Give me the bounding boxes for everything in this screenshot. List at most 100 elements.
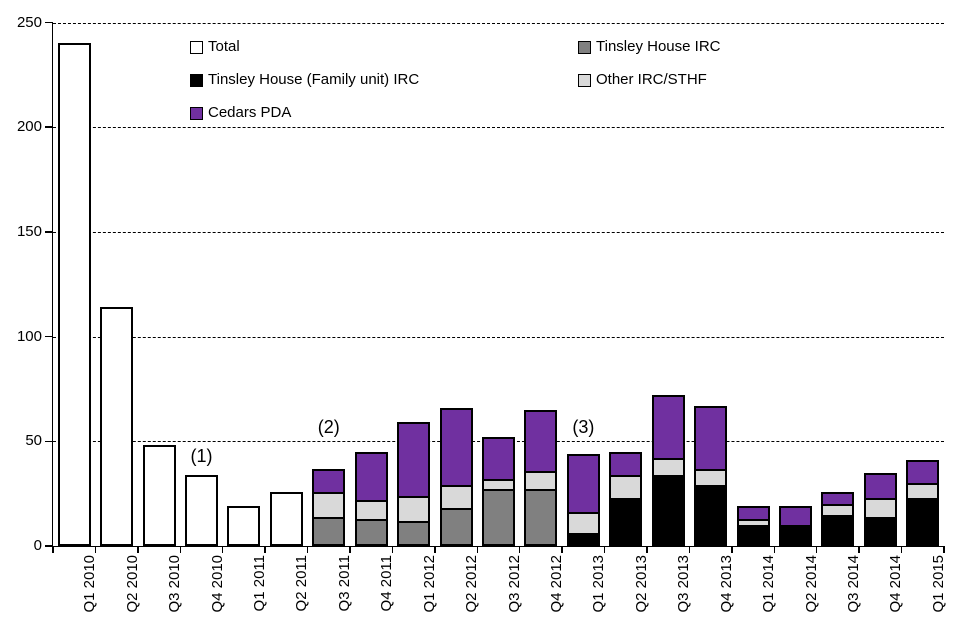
- y-axis-tick: [45, 126, 52, 128]
- x-axis-tick: [518, 546, 521, 553]
- bar-segment: [524, 470, 558, 492]
- y-axis-label: 200: [16, 118, 42, 136]
- x-axis-label: Q3 2011: [335, 555, 353, 612]
- x-axis-label: Q4 2010: [208, 555, 226, 613]
- x-axis-tick: [306, 546, 309, 553]
- bar-segment: [397, 422, 431, 498]
- x-axis-label: Q2 2012: [463, 555, 481, 613]
- bar-segment: [269, 491, 303, 547]
- x-axis-label: Q1 2011: [250, 555, 268, 612]
- annotation: (3): [572, 416, 595, 437]
- bar-segment: [906, 460, 940, 486]
- x-axis-label: Q1 2010: [81, 555, 99, 613]
- x-axis-label: Q1 2014: [760, 555, 778, 613]
- bar-segment: [609, 451, 643, 477]
- bar-segment: [354, 518, 388, 547]
- y-axis-label: 150: [16, 222, 42, 240]
- bar-segment: [100, 307, 134, 547]
- bar-segment: [227, 506, 261, 547]
- bar-segment: [779, 506, 812, 528]
- legend-marker: [190, 106, 203, 120]
- x-axis-tick: [179, 546, 182, 553]
- x-axis-tick: [815, 546, 818, 553]
- gridline: [53, 22, 944, 24]
- legend-label: Other IRC/STHF: [596, 71, 707, 88]
- bar-segment: [354, 499, 388, 521]
- x-axis-label: Q2 2011: [293, 555, 311, 612]
- legend-label: Cedars PDA: [208, 104, 292, 121]
- y-axis-tick: [45, 21, 52, 24]
- bar-segment: [821, 491, 855, 507]
- gridline: [53, 336, 944, 338]
- x-axis-label: Q2 2014: [802, 555, 820, 613]
- x-axis-tick: [858, 546, 860, 553]
- x-axis-tick: [434, 546, 436, 553]
- bar-segment: [354, 451, 388, 502]
- legend-label: Tinsley House IRC: [596, 38, 721, 55]
- y-axis-tick: [45, 335, 52, 338]
- legend-marker: [190, 73, 203, 87]
- y-axis-tick: [45, 545, 52, 547]
- bar-segment: [185, 474, 218, 547]
- bar-segment: [906, 483, 940, 500]
- y-axis-line: [51, 21, 53, 547]
- x-axis-label: Q4 2014: [887, 555, 905, 613]
- bar-segment: [821, 514, 855, 547]
- x-axis-tick: [688, 546, 691, 553]
- bar-segment: [694, 485, 728, 547]
- bar-segment: [566, 512, 600, 536]
- bar-segment: [142, 445, 176, 547]
- bar-segment: [566, 453, 600, 515]
- bar-segment: [863, 516, 897, 547]
- x-axis-tick: [94, 546, 97, 553]
- bar-segment: [609, 497, 643, 547]
- x-axis-label: Q3 2014: [844, 555, 862, 613]
- bar-segment: [694, 405, 728, 471]
- bar-segment: [651, 395, 685, 461]
- gridline: [53, 127, 944, 129]
- legend-item: Other IRC/STHF: [578, 71, 707, 89]
- legend-item: Total: [190, 38, 240, 56]
- y-axis-tick: [45, 231, 52, 233]
- x-axis-tick: [773, 546, 776, 553]
- legend-marker: [190, 40, 203, 54]
- legend-marker: [578, 40, 591, 54]
- x-axis-label: Q1 2012: [420, 555, 438, 613]
- legend-marker: [578, 73, 591, 87]
- bar-segment: [312, 468, 346, 494]
- x-axis-tick: [476, 546, 479, 553]
- bar-segment: [397, 520, 431, 547]
- x-axis-tick: [221, 546, 224, 553]
- x-axis-tick: [646, 546, 648, 553]
- x-axis-label: Q3 2012: [505, 555, 523, 613]
- x-axis-tick: [391, 546, 394, 553]
- x-axis-tick: [52, 546, 54, 553]
- bar-segment: [439, 485, 473, 511]
- bar-segment: [736, 506, 770, 521]
- bar-segment: [397, 495, 431, 523]
- x-axis-tick: [561, 546, 563, 553]
- legend-label: Total: [208, 38, 240, 55]
- bar-segment: [651, 474, 685, 547]
- y-axis-tick: [45, 440, 52, 443]
- x-axis-label: Q1 2015: [929, 555, 947, 613]
- legend-item: Tinsley House IRC: [578, 38, 720, 56]
- bar-segment: [482, 489, 515, 547]
- x-axis-label: Q2 2010: [123, 555, 141, 613]
- x-axis-label: Q3 2013: [675, 555, 693, 613]
- bar-segment: [439, 508, 473, 547]
- x-axis-tick: [349, 546, 351, 553]
- legend-label: Tinsley House (Family unit) IRC: [208, 71, 420, 88]
- bar-segment: [694, 468, 728, 488]
- bar-segment: [524, 489, 558, 547]
- bar-segment: [312, 491, 346, 519]
- annotation: (2): [317, 416, 340, 437]
- x-axis-tick: [603, 546, 606, 553]
- x-axis-label: Q3 2010: [166, 555, 184, 613]
- x-axis-label: Q2 2013: [632, 555, 650, 613]
- x-axis-label: Q4 2011: [378, 555, 396, 612]
- bar-segment: [736, 525, 770, 547]
- x-axis-tick: [137, 546, 139, 553]
- legend-item: Tinsley House (Family unit) IRC: [190, 71, 419, 89]
